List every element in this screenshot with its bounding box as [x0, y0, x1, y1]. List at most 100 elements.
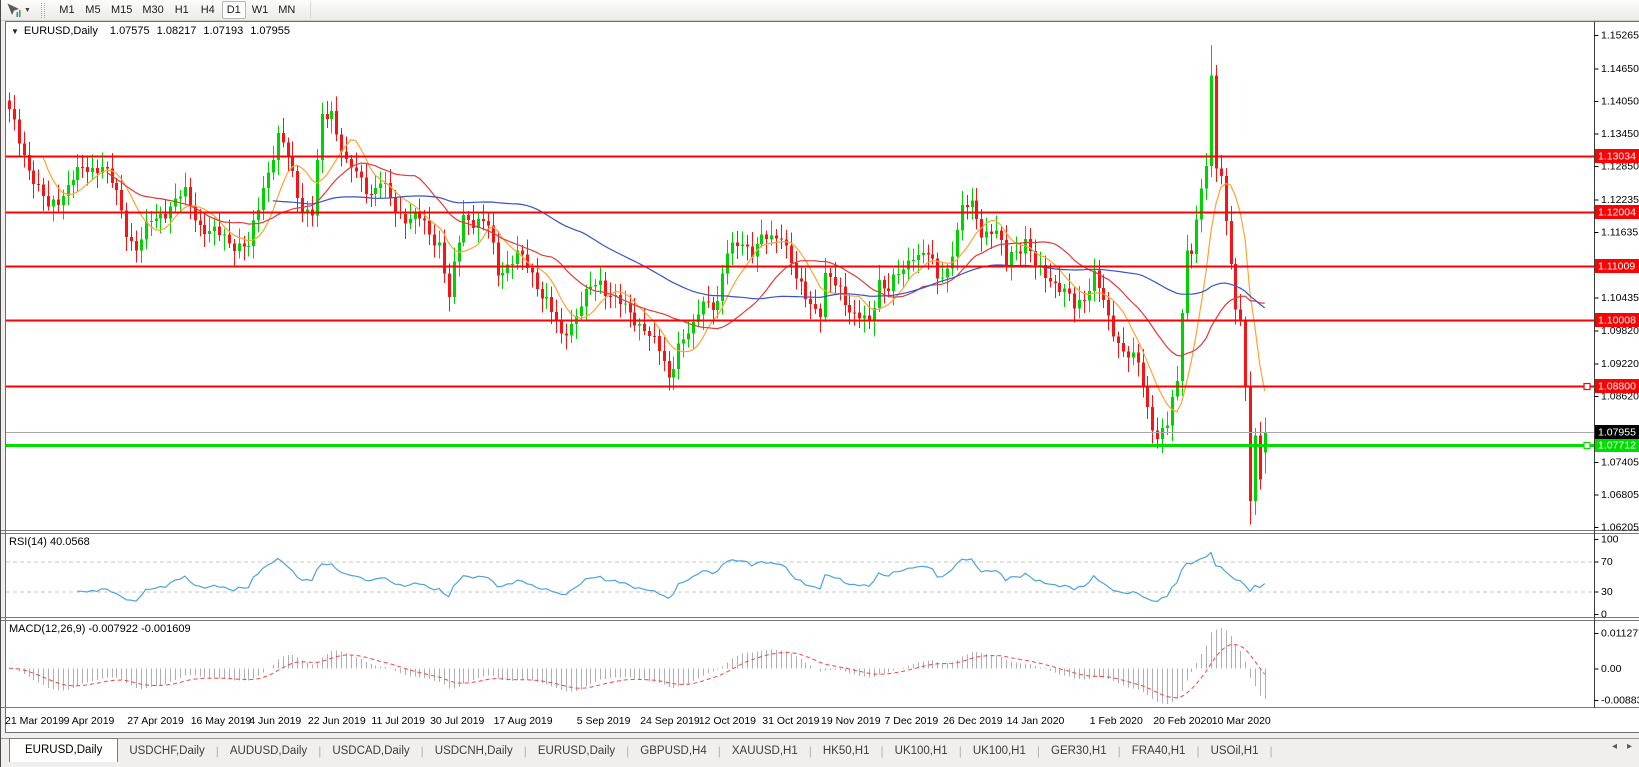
tab-separator: | — [318, 744, 322, 758]
candle — [570, 310, 573, 343]
candle — [345, 136, 348, 164]
candle — [824, 257, 827, 323]
timeframe-button-h1[interactable]: H1 — [174, 4, 189, 16]
candle — [326, 101, 329, 129]
timeframe-button-m15[interactable]: M15 — [110, 4, 133, 16]
candle — [1063, 284, 1066, 307]
candle — [1249, 371, 1252, 525]
candle — [374, 175, 377, 207]
tool-dropdown-icon[interactable]: ▼ — [24, 6, 31, 14]
timeframe-button-m1[interactable]: M1 — [59, 4, 75, 16]
candle — [936, 252, 939, 294]
candle — [878, 265, 881, 312]
moving-averages-layer — [42, 138, 1266, 413]
candle — [633, 298, 636, 332]
candle — [179, 190, 182, 213]
candle — [917, 243, 920, 274]
chart-header: ▼ EURUSD,Daily 1.07575 1.08217 1.07193 1… — [11, 25, 297, 37]
price-axis-tick-label: 1.06805 — [1601, 489, 1639, 501]
chart-collapse-icon[interactable]: ▼ — [11, 26, 19, 36]
candle — [775, 228, 778, 253]
candle — [252, 210, 255, 259]
candle — [462, 200, 465, 247]
candle — [809, 290, 812, 319]
hline-handle[interactable] — [1583, 382, 1591, 391]
candle — [140, 227, 143, 264]
price-level-badge — [1595, 149, 1639, 163]
tab-separator: | — [880, 744, 884, 758]
tab-fra40-h1[interactable]: FRA40,H1 — [1131, 745, 1186, 757]
candle — [682, 329, 685, 358]
candle — [52, 195, 55, 222]
tab-gbpusd-h4[interactable]: GBPUSD,H4 — [640, 745, 707, 757]
tab-usdcnh-daily[interactable]: USDCNH,Daily — [434, 745, 513, 757]
chart-symbol: EURUSD,Daily — [23, 25, 98, 37]
candle — [150, 211, 153, 236]
timeframe-button-m30[interactable]: M30 — [142, 4, 164, 16]
macd-axis-tick-label: 0.011277 — [1601, 628, 1639, 640]
candle — [594, 279, 597, 302]
candle — [233, 239, 236, 267]
candle — [287, 137, 290, 172]
tabs-scroll-right-icon[interactable]: ▸ — [1626, 741, 1632, 752]
price-axis-tick-label: 1.07405 — [1601, 456, 1639, 468]
candle — [379, 171, 382, 199]
price-axis-tick-label: 1.11635 — [1601, 227, 1638, 239]
time-axis-label: 4 Jun 2019 — [249, 715, 301, 727]
timeframe-button-h4[interactable]: H4 — [200, 4, 215, 16]
candle — [267, 162, 270, 203]
candle — [1205, 153, 1208, 201]
candle — [96, 159, 99, 188]
candle — [228, 219, 231, 249]
candle — [28, 142, 31, 180]
timeframe-button-mn[interactable]: MN — [278, 4, 296, 16]
price-level-badge-text: 1.07712 — [1598, 440, 1636, 452]
candle — [1034, 239, 1037, 280]
tab-eurusd-daily[interactable]: EURUSD,Daily — [9, 738, 119, 762]
rsi-axis-tick-label: 30 — [1601, 586, 1613, 598]
candle — [184, 172, 187, 206]
tab-usoil-h1[interactable]: USOil,H1 — [1210, 745, 1259, 757]
candle — [1137, 344, 1140, 377]
candle — [946, 264, 949, 293]
timeframe-button-d1[interactable]: D1 — [221, 1, 246, 19]
tab-eurusd-daily[interactable]: EURUSD,Daily — [537, 745, 616, 757]
candle — [1176, 365, 1179, 401]
tabs-scroll-left-icon[interactable]: ◂ — [1611, 741, 1617, 752]
candle — [902, 260, 905, 288]
tab-uk100-h1[interactable]: UK100,H1 — [894, 745, 948, 757]
price-axis[interactable]: 1.15265 1.14650 1.14050 1.13450 1.12850 1.122… — [1594, 21, 1639, 708]
candle — [350, 155, 353, 183]
candle — [668, 351, 671, 391]
candle — [912, 248, 915, 272]
candle — [550, 286, 553, 325]
time-axis-label: 10 Mar 2020 — [1212, 715, 1271, 727]
candle — [1166, 411, 1169, 435]
candle — [731, 231, 734, 266]
timeframe-button-w1[interactable]: W1 — [251, 4, 269, 16]
time-axis[interactable]: 21 Mar 2019 9 Apr 2019 27 Apr 2019 16 May 2… — [5, 715, 1271, 727]
crosshair-tool-icon[interactable] — [4, 2, 22, 18]
tab-xauusd-h1[interactable]: XAUUSD,H1 — [731, 745, 798, 757]
tab-usdchf-daily[interactable]: USDCHF,Daily — [129, 745, 205, 757]
candle — [672, 356, 675, 390]
tab-uk100-h1[interactable]: UK100,H1 — [972, 745, 1026, 757]
tab-usdcad-daily[interactable]: USDCAD,Daily — [332, 745, 410, 757]
hline-handle[interactable] — [1583, 441, 1591, 450]
candle — [800, 267, 803, 296]
tab-hk50-h1[interactable]: HK50,H1 — [822, 745, 870, 757]
time-axis-label: 12 Oct 2019 — [699, 715, 756, 727]
timeframe-button-m5[interactable]: M5 — [85, 4, 101, 16]
tab-separator: | — [1269, 744, 1273, 758]
candle — [795, 251, 798, 290]
candle — [389, 169, 392, 207]
candle — [858, 299, 861, 329]
time-axis-label: 17 Aug 2019 — [494, 715, 553, 727]
candle — [565, 323, 568, 350]
tab-ger30-h1[interactable]: GER30,H1 — [1051, 745, 1107, 757]
candle — [629, 294, 632, 328]
tab-audusd-daily[interactable]: AUDUSD,Daily — [229, 745, 308, 757]
candle — [238, 228, 241, 259]
candle — [247, 231, 250, 257]
